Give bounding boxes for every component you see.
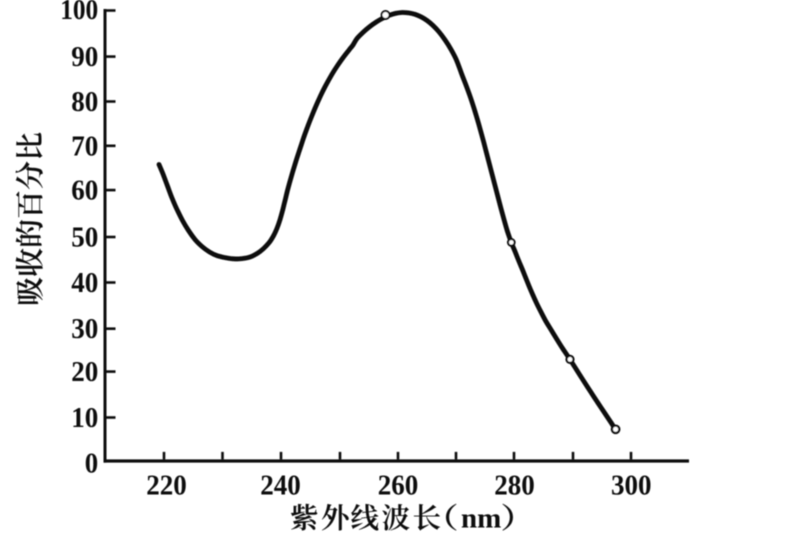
svg-text:80: 80 bbox=[71, 87, 98, 118]
svg-text:220: 220 bbox=[146, 470, 187, 502]
svg-text:0: 0 bbox=[85, 449, 98, 480]
svg-text:90: 90 bbox=[71, 42, 98, 73]
svg-text:70: 70 bbox=[71, 131, 98, 162]
svg-text:nm: nm bbox=[461, 503, 501, 533]
svg-text:60: 60 bbox=[71, 176, 98, 207]
svg-text:100: 100 bbox=[60, 0, 98, 26]
svg-text:50: 50 bbox=[71, 223, 98, 254]
svg-text:40: 40 bbox=[71, 268, 98, 299]
svg-text:240: 240 bbox=[260, 470, 301, 502]
svg-text:20: 20 bbox=[71, 357, 98, 388]
svg-text:300: 300 bbox=[611, 470, 652, 502]
svg-text:280: 280 bbox=[494, 470, 535, 502]
svg-text:10: 10 bbox=[71, 403, 98, 434]
svg-text:260: 260 bbox=[378, 470, 419, 502]
svg-text:30: 30 bbox=[71, 314, 98, 345]
